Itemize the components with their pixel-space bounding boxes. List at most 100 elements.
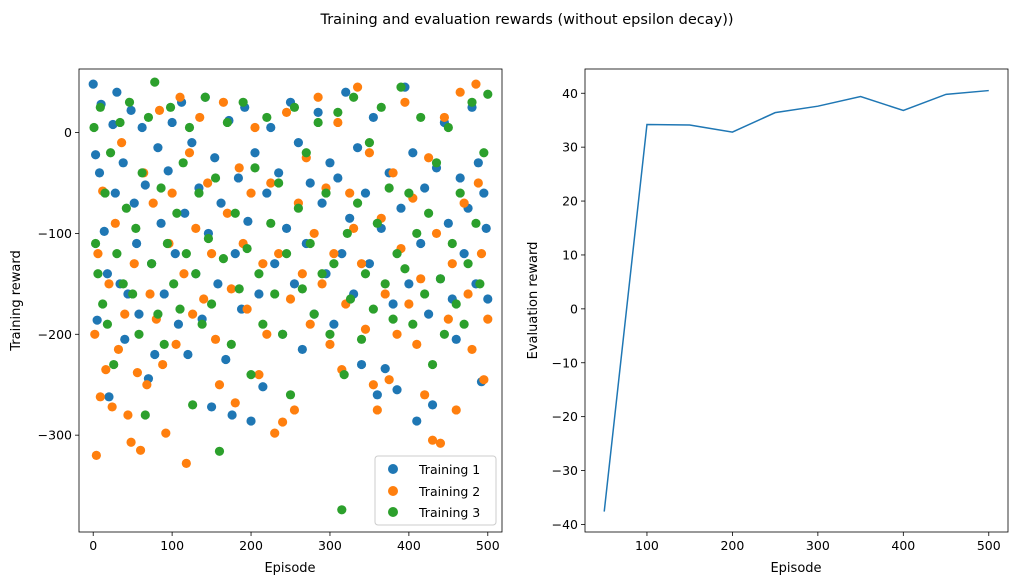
legend-label-training-2: Training 2	[418, 484, 480, 499]
scatter-point-training-2	[305, 319, 315, 329]
scatter-point-training-3	[218, 254, 229, 264]
scatter-point-training-2	[110, 218, 120, 228]
scatter-point-training-2	[364, 148, 375, 158]
scatter-point-training-3	[109, 359, 119, 370]
scatter-point-training-3	[372, 218, 382, 228]
scatter-point-training-3	[305, 238, 315, 249]
scatter-point-training-1	[132, 238, 142, 249]
x-axis-label: Episode	[264, 561, 315, 576]
scatter-point-training-1	[451, 334, 461, 344]
scatter-point-training-3	[197, 319, 207, 329]
scatter-point-training-3	[210, 173, 221, 183]
scatter-point-training-3	[420, 289, 430, 299]
y-axis-label: Training reward	[9, 250, 24, 351]
scatter-point-training-2	[179, 269, 189, 279]
y-axis: −40 −30 −20 −10 0 10 20 30 40	[552, 86, 585, 532]
scatter-point-training-3	[124, 97, 135, 107]
scatter-point-training-3	[412, 228, 422, 239]
scatter-point-training-2	[132, 368, 142, 378]
scatter-point-training-2	[181, 458, 191, 469]
axes-frame	[78, 68, 503, 533]
scatter-point-training-3	[427, 359, 438, 370]
scatter-point-training-1	[293, 138, 303, 148]
scatter-point-training-3	[131, 223, 141, 233]
x-tick-label: 400	[891, 538, 915, 553]
scatter-point-training-1	[412, 416, 422, 426]
scatter-point-training-2	[230, 398, 240, 408]
scatter-point-training-3	[93, 269, 103, 279]
legend-marker-training-2	[388, 486, 398, 496]
scatter-point-training-2	[145, 289, 155, 299]
y-tick-label: 40	[562, 86, 578, 101]
scatter-point-training-3	[339, 370, 349, 380]
scatter-point-training-2	[129, 259, 139, 269]
scatter-point-training-1	[153, 143, 163, 153]
y-tick-label: −40	[552, 517, 578, 532]
scatter-point-training-2	[158, 359, 168, 370]
scatter-point-training-2	[455, 87, 465, 97]
scatter-point-training-1	[110, 188, 120, 198]
scatter-point-training-1	[388, 299, 398, 309]
scatter-point-training-3	[360, 269, 371, 279]
scatter-point-training-1	[134, 309, 144, 319]
scatter-point-training-3	[159, 339, 169, 349]
legend-label-training-1: Training 1	[418, 462, 480, 477]
scatter-point-training-3	[206, 299, 217, 309]
scatter-point-training-3	[230, 208, 240, 218]
scatter-point-training-1	[227, 410, 237, 420]
scatter-point-training-3	[376, 102, 386, 112]
scatter-point-training-3	[289, 102, 300, 112]
scatter-point-training-2	[120, 309, 130, 319]
scatter-point-training-3	[301, 148, 311, 158]
scatter-point-training-2	[184, 148, 195, 158]
scatter-point-training-2	[479, 375, 489, 385]
scatter-point-training-2	[424, 153, 434, 163]
scatter-point-training-3	[115, 117, 125, 128]
scatter-point-training-2	[451, 405, 461, 415]
scatter-point-training-1	[455, 173, 465, 183]
scatter-point-training-1	[173, 319, 184, 329]
scatter-point-training-2	[270, 428, 280, 438]
scatter-point-training-1	[427, 400, 438, 410]
scatter-point-training-3	[356, 334, 367, 344]
scatter-point-training-1	[213, 279, 223, 289]
scatter-point-training-1	[392, 385, 402, 395]
scatter-point-training-3	[90, 238, 101, 249]
scatter-point-training-1	[380, 363, 390, 374]
y-tick-label: 0	[570, 301, 578, 316]
scatter-point-training-3	[143, 112, 154, 123]
scatter-point-training-3	[270, 289, 280, 299]
scatter-point-training-3	[483, 89, 493, 99]
scatter-point-training-2	[431, 228, 442, 239]
scatter-point-training-3	[147, 259, 157, 269]
scatter-point-training-2	[297, 269, 307, 279]
y-tick-label: 10	[562, 247, 578, 262]
x-tick-label: 200	[720, 538, 744, 553]
scatter-point-training-3	[455, 188, 465, 198]
scatter-point-training-2	[471, 79, 481, 89]
scatter-point-training-3	[293, 203, 303, 213]
scatter-point-training-2	[262, 329, 272, 339]
scatter-point-training-1	[420, 183, 430, 193]
scatter-point-training-3	[194, 188, 204, 198]
scatter-point-training-3	[388, 314, 398, 324]
scatter-point-training-2	[467, 344, 477, 355]
y-tick-label: −100	[38, 226, 72, 241]
scatter-point-training-3	[342, 228, 352, 239]
scatter-point-training-1	[137, 122, 147, 133]
scatter-point-training-1	[396, 203, 406, 213]
x-axis: 0 100 200 300 400 500	[89, 532, 500, 553]
scatter-point-training-2	[199, 294, 209, 304]
scatter-point-training-1	[233, 173, 244, 183]
scatter-point-training-1	[230, 248, 240, 259]
scatter-point-training-1	[112, 87, 122, 97]
scatter-point-training-1	[118, 158, 128, 168]
line-marks	[603, 89, 989, 512]
scatter-point-training-3	[121, 203, 131, 213]
scatter-point-training-2	[380, 289, 390, 299]
scatter-point-training-3	[431, 158, 442, 168]
scatter-point-training-1	[180, 208, 190, 218]
scatter-point-training-3	[178, 158, 188, 168]
evaluation-reward-line-chart: 100 200 300 400 500 −40 −30 −20 −10 0 10 20 30 40 Ep…	[526, 68, 1009, 576]
legend: Training 1 Training 2 Training 3	[374, 455, 497, 526]
